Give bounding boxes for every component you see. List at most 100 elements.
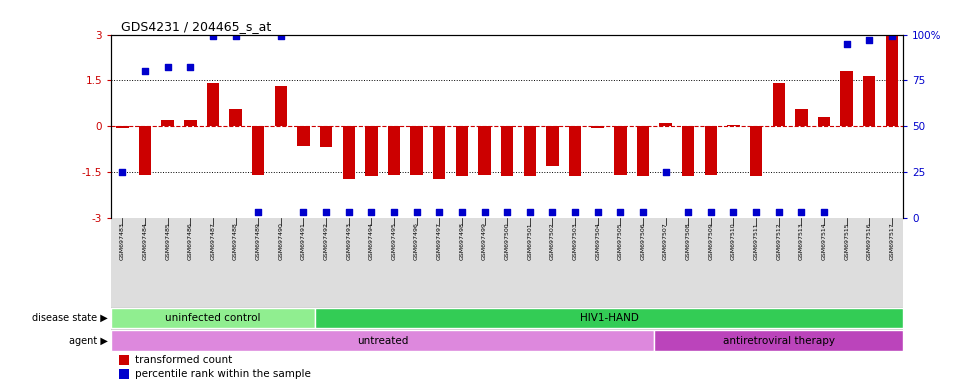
Text: GSM697496: GSM697496: [414, 222, 419, 260]
Text: percentile rank within the sample: percentile rank within the sample: [135, 369, 311, 379]
Bar: [411, 126, 423, 175]
Text: GSM697495: GSM697495: [391, 222, 396, 260]
Bar: [569, 126, 582, 176]
Text: GSM697498: GSM697498: [460, 222, 465, 260]
Text: GSM697490: GSM697490: [278, 222, 283, 260]
Bar: [161, 120, 174, 126]
Text: GSM697516: GSM697516: [867, 222, 871, 260]
Bar: [750, 126, 762, 176]
Bar: [682, 126, 695, 176]
Bar: [207, 83, 219, 126]
Bar: [139, 126, 152, 175]
Bar: [274, 86, 287, 126]
Text: GSM697509: GSM697509: [708, 222, 713, 260]
Text: GSM697505: GSM697505: [618, 222, 623, 260]
Text: agent ▶: agent ▶: [70, 336, 108, 346]
Bar: [343, 126, 355, 179]
Bar: [614, 126, 627, 175]
Point: [205, 33, 220, 40]
Text: untreated: untreated: [357, 336, 409, 346]
Text: GSM697486: GSM697486: [187, 222, 193, 260]
Bar: [478, 126, 491, 175]
Bar: [185, 120, 196, 126]
Bar: [119, 369, 128, 379]
Text: GDS4231 / 204465_s_at: GDS4231 / 204465_s_at: [121, 20, 271, 33]
Text: HIV1-HAND: HIV1-HAND: [580, 313, 639, 323]
Text: GSM697514: GSM697514: [821, 222, 827, 260]
Bar: [387, 126, 400, 175]
Text: GSM697501: GSM697501: [527, 222, 532, 260]
Point: [838, 41, 854, 47]
Point: [612, 209, 628, 215]
Text: GSM697508: GSM697508: [686, 222, 691, 260]
Bar: [886, 35, 898, 126]
Point: [137, 68, 153, 74]
Text: GSM697504: GSM697504: [595, 222, 600, 260]
Bar: [591, 126, 604, 127]
Bar: [119, 354, 128, 364]
Text: GSM697494: GSM697494: [369, 222, 374, 260]
Point: [658, 169, 673, 175]
Bar: [795, 109, 808, 126]
Point: [749, 209, 764, 215]
Point: [703, 209, 719, 215]
Point: [499, 209, 515, 215]
Text: GSM697517: GSM697517: [890, 222, 895, 260]
Text: GSM697511: GSM697511: [753, 222, 758, 260]
Bar: [456, 126, 469, 176]
Point: [386, 209, 402, 215]
Point: [432, 209, 447, 215]
Text: GSM697503: GSM697503: [573, 222, 578, 260]
Bar: [365, 126, 378, 176]
Point: [363, 209, 379, 215]
Text: GSM697485: GSM697485: [165, 222, 170, 260]
Text: GSM697492: GSM697492: [324, 222, 328, 260]
Text: GSM697500: GSM697500: [504, 222, 510, 260]
Point: [725, 209, 741, 215]
Text: GSM697488: GSM697488: [233, 222, 238, 260]
Point: [160, 65, 176, 71]
Bar: [524, 126, 536, 176]
Bar: [116, 126, 128, 127]
Bar: [252, 126, 265, 175]
Text: GSM697493: GSM697493: [346, 222, 352, 260]
Text: antiretroviral therapy: antiretroviral therapy: [723, 336, 835, 346]
Text: uninfected control: uninfected control: [165, 313, 261, 323]
Point: [884, 33, 899, 40]
Text: GSM697513: GSM697513: [799, 222, 804, 260]
Text: GSM697512: GSM697512: [777, 222, 781, 260]
Bar: [315, 308, 903, 328]
Point: [636, 209, 651, 215]
Text: GSM697487: GSM697487: [211, 222, 215, 260]
Text: GSM697506: GSM697506: [640, 222, 645, 260]
Bar: [704, 126, 717, 175]
Text: transformed count: transformed count: [135, 354, 232, 364]
Bar: [660, 123, 671, 126]
Text: GSM697484: GSM697484: [143, 222, 148, 260]
Point: [454, 209, 469, 215]
Bar: [501, 126, 513, 176]
Bar: [863, 76, 875, 126]
Bar: [637, 126, 649, 176]
Point: [522, 209, 537, 215]
Text: GSM697491: GSM697491: [301, 222, 306, 260]
Point: [771, 209, 786, 215]
Point: [794, 209, 810, 215]
Point: [477, 209, 493, 215]
Text: GSM697497: GSM697497: [437, 222, 441, 260]
Bar: [546, 126, 558, 166]
Point: [862, 37, 877, 43]
Bar: [654, 330, 903, 351]
Point: [319, 209, 334, 215]
Text: disease state ▶: disease state ▶: [33, 313, 108, 323]
Point: [680, 209, 696, 215]
Point: [816, 209, 832, 215]
Bar: [320, 126, 332, 147]
Bar: [433, 126, 445, 179]
Bar: [773, 83, 785, 126]
Text: GSM697515: GSM697515: [844, 222, 849, 260]
Bar: [111, 330, 654, 351]
Point: [296, 209, 311, 215]
Point: [545, 209, 560, 215]
Point: [567, 209, 582, 215]
